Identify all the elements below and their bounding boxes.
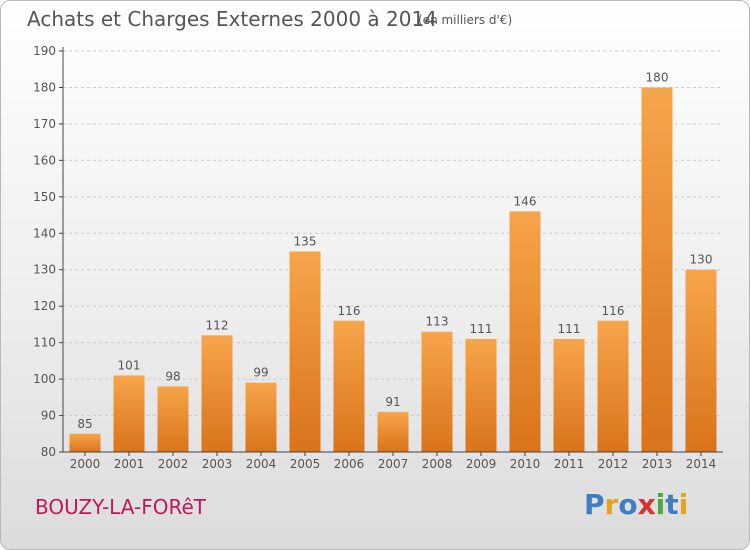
bar-value-label: 135 [294,235,317,249]
y-tick-label: 190 [33,44,56,58]
chart-title: Achats et Charges Externes 2000 à 2014 [27,7,437,31]
proxiti-logo[interactable]: Proxiti [584,488,688,521]
bar-2002 [157,386,189,452]
x-tick-label: 2006 [334,457,365,471]
logo-letter: x [637,488,656,521]
x-tick-label: 2008 [422,457,453,471]
y-tick-label: 90 [41,409,56,423]
axes [59,47,723,456]
bar-2014 [685,269,717,452]
x-tick-label: 2010 [510,457,541,471]
bar-2003 [201,335,233,452]
y-tick-label: 170 [33,117,56,131]
bar-value-label: 180 [646,70,669,84]
bar-value-label: 113 [426,315,449,329]
x-tick-label: 2014 [686,457,717,471]
y-tick-label: 160 [33,153,56,167]
logo-letter: i [678,488,689,521]
logo-letter: o [618,488,638,521]
bar-value-label: 116 [338,304,361,318]
bar-value-label: 146 [514,194,537,208]
y-tick-label: 150 [33,190,56,204]
x-tick-label: 2013 [642,457,673,471]
x-tick-label: 2012 [598,457,629,471]
x-tick-label: 2002 [158,457,189,471]
bar-2010 [509,211,541,452]
bar-2009 [465,338,497,452]
bar-value-label: 91 [385,395,400,409]
x-tick-label: 2007 [378,457,409,471]
logo-letter: P [584,488,605,521]
bar-2011 [553,338,585,452]
bar-2008 [421,331,453,452]
x-tick-label: 2004 [246,457,277,471]
x-tick-label: 2000 [70,457,101,471]
y-tick-label: 120 [33,299,56,313]
y-tick-label: 140 [33,226,56,240]
bar-2001 [113,375,145,452]
bar-2000 [69,433,101,452]
bar-value-label: 98 [165,369,180,383]
bars [69,87,717,453]
y-tick-label: 130 [33,263,56,277]
y-tick-label: 100 [33,372,56,386]
city-name: BOUZY-LA-FORêT [35,495,206,519]
bar-value-label: 130 [690,253,713,267]
x-tick-label: 2009 [466,457,497,471]
bar-2007 [377,411,409,452]
x-tick-label: 2011 [554,457,585,471]
bar-2013 [641,87,673,453]
bar-value-label: 112 [206,318,229,332]
bar-value-label: 111 [558,322,581,336]
x-tick-label: 2001 [114,457,145,471]
bar-value-label: 99 [253,366,268,380]
bar-2006 [333,320,365,452]
bar-value-label: 116 [602,304,625,318]
bar-2005 [289,251,321,452]
bar-value-label: 85 [77,417,92,431]
logo-letter: r [604,488,619,521]
bar-2012 [597,320,629,452]
logo-letter: t [665,488,679,521]
y-tick-label: 110 [33,336,56,350]
y-tick-label: 180 [33,80,56,94]
x-tick-label: 2003 [202,457,233,471]
bar-value-label: 111 [470,322,493,336]
labels: 80 90 100 110 120 130 140 150 160 170 180 190 85 2000… [33,44,716,471]
bar-2004 [245,382,277,452]
chart-subtitle: (en milliers d'€) [418,13,513,27]
bar-value-label: 101 [118,358,141,372]
x-tick-label: 2005 [290,457,321,471]
logo-letter: i [655,488,666,521]
y-tick-label: 80 [41,445,56,459]
